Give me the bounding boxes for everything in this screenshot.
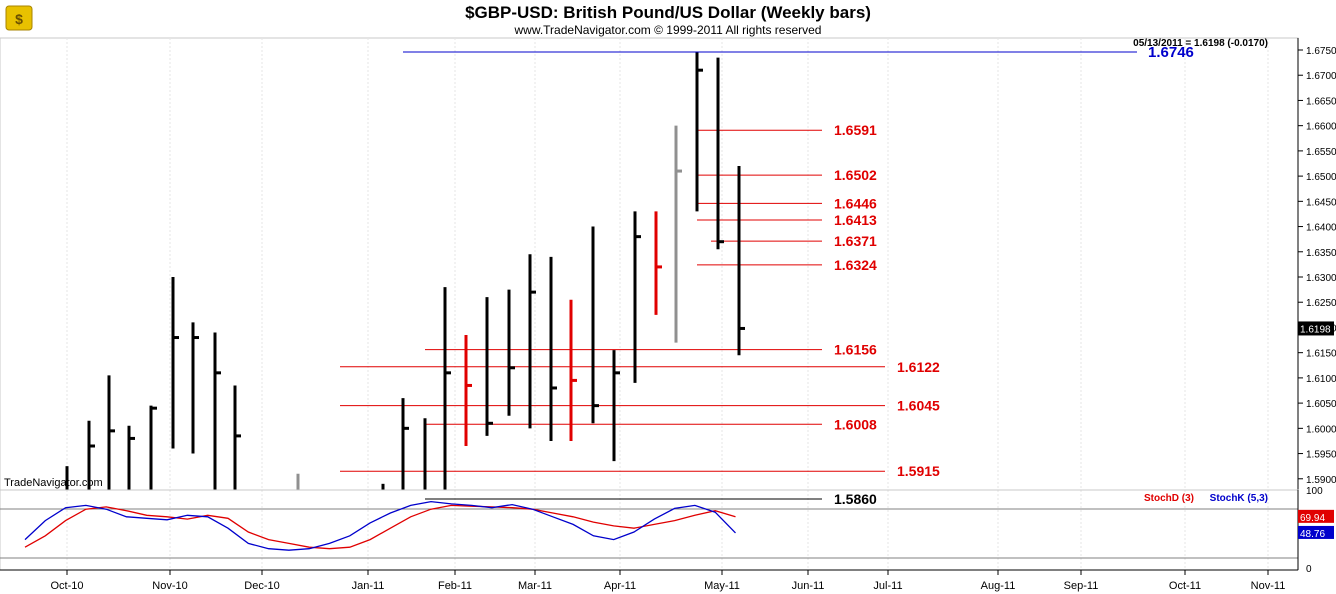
- date-tick-label-13: Nov-11: [1251, 580, 1286, 592]
- level-label-4: 1.6413: [834, 212, 877, 228]
- price-tick-label-15: 1.6600: [1306, 122, 1336, 133]
- last-price-label: 1.6198: [1300, 324, 1331, 335]
- price-tick-label-6: 1.6150: [1306, 349, 1336, 360]
- date-tick-label-8: Jun-11: [792, 580, 825, 592]
- stoch-tick-label-0: 100: [1306, 486, 1323, 497]
- price-tick-label-17: 1.6700: [1306, 71, 1336, 82]
- legend-stochk: StochK (5,3): [1210, 493, 1268, 504]
- price-tick-label-2: 1.5950: [1306, 450, 1336, 461]
- vertical-gridlines: [66, 38, 1269, 570]
- level-label-12: 1.5860: [834, 491, 877, 507]
- stoch-tick-label-2: 0: [1306, 564, 1312, 575]
- level-label-6: 1.6324: [834, 257, 877, 273]
- svg-text:$: $: [15, 11, 23, 27]
- price-tick-label-14: 1.6550: [1306, 147, 1336, 158]
- level-label-8: 1.6122: [897, 359, 940, 375]
- level-label-9: 1.6045: [897, 398, 940, 414]
- date-tick-label-3: Jan-11: [352, 580, 385, 592]
- price-axis: 1.5900 1.5950 1.6000 1.6050 1.6100 1.6150 1.62…: [1297, 38, 1336, 490]
- date-axis: Oct-10 Nov-10 Dec-10 Jan-11 Feb-11 Mar-11 Apr-…: [0, 569, 1298, 592]
- date-tick-label-10: Aug-11: [981, 580, 1016, 592]
- stochd-readout: 69.94: [1300, 513, 1325, 524]
- legend-stochd: StochD (3): [1144, 493, 1194, 504]
- price-tick-label-13: 1.6500: [1306, 172, 1336, 183]
- price-tick-label-10: 1.6350: [1306, 248, 1336, 259]
- date-tick-label-11: Sep-11: [1064, 580, 1099, 592]
- price-tick-label-5: 1.6100: [1306, 374, 1336, 385]
- date-tick-label-7: May-11: [704, 580, 740, 592]
- price-tick-label-16: 1.6650: [1306, 96, 1336, 107]
- date-tick-label-5: Mar-11: [518, 580, 552, 592]
- price-tick-label-8: 1.6250: [1306, 298, 1336, 309]
- last-price-box: [1298, 321, 1334, 336]
- stochk-readout-box: [1298, 525, 1334, 539]
- price-tick-label-9: 1.6300: [1306, 273, 1336, 284]
- level-label-0: 1.6746: [1148, 44, 1194, 61]
- level-label-10: 1.6008: [834, 416, 877, 432]
- date-readout: 05/13/2011 = 1.6198 (-0.0170): [1133, 38, 1268, 49]
- date-tick-label-0: Oct-10: [50, 580, 83, 592]
- date-tick-label-4: Feb-11: [438, 580, 472, 592]
- stoch-line-0: [24, 504, 736, 550]
- price-tick-label-18: 1.6750: [1306, 46, 1336, 57]
- level-label-3: 1.6446: [834, 195, 877, 211]
- price-bars: [65, 52, 745, 490]
- level-label-5: 1.6371: [834, 233, 877, 249]
- date-tick-label-2: Dec-10: [244, 580, 279, 592]
- date-tick-label-12: Oct-11: [1169, 580, 1201, 592]
- watermark-text: TradeNavigator.com: [4, 477, 103, 489]
- date-tick-label-9: Jul-11: [873, 580, 902, 592]
- chart-subtitle: www.TradeNavigator.com © 1999-2011 All r…: [514, 23, 822, 37]
- stoch-line-1: [24, 500, 736, 551]
- stochk-readout: 48.76: [1300, 529, 1325, 540]
- price-tick-label-11: 1.6400: [1306, 223, 1336, 234]
- stochastic-lines: [24, 500, 736, 551]
- stochd-readout-box: [1298, 509, 1334, 523]
- level-label-1: 1.6591: [834, 122, 877, 138]
- price-tick-label-3: 1.6000: [1306, 424, 1336, 435]
- price-tick-label-12: 1.6450: [1306, 197, 1336, 208]
- date-tick-label-1: Nov-10: [152, 580, 187, 592]
- price-tick-label-4: 1.6050: [1306, 399, 1336, 410]
- tradenavigator-logo: $: [5, 5, 33, 31]
- date-tick-label-6: Apr-11: [604, 580, 636, 592]
- level-label-7: 1.6156: [834, 342, 877, 358]
- price-tick-label-1: 1.5900: [1306, 475, 1336, 486]
- level-label-2: 1.6502: [834, 167, 877, 183]
- level-label-11: 1.5915: [897, 463, 940, 479]
- chart-title: $GBP-USD: British Pound/US Dollar (Weekl…: [465, 3, 871, 22]
